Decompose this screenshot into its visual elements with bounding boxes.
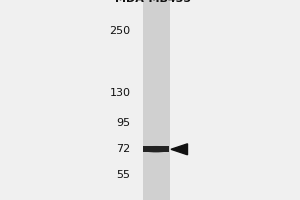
Text: 95: 95 (116, 118, 130, 128)
Ellipse shape (143, 146, 169, 153)
Text: 55: 55 (116, 170, 130, 180)
Polygon shape (171, 144, 188, 155)
Text: 72: 72 (116, 144, 130, 154)
Bar (142, 0, 170, 200)
Text: 130: 130 (110, 88, 130, 98)
Text: 250: 250 (110, 26, 130, 36)
Text: MDA-MB435: MDA-MB435 (115, 0, 191, 4)
Bar (143, 146, 169, 152)
